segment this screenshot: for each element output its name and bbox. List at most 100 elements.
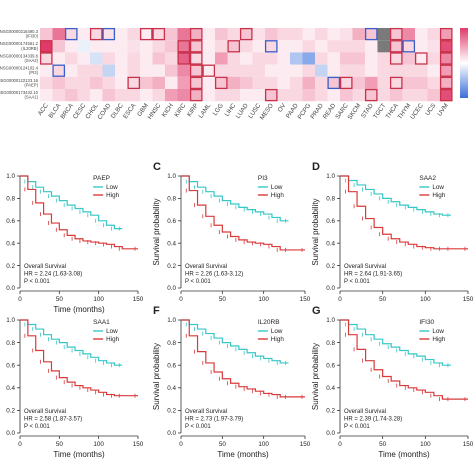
heatmap-cell [52, 52, 65, 65]
heatmap-significant-box [389, 27, 403, 41]
p-value: P < 0.001 [185, 424, 211, 430]
heatmap-cell [190, 64, 203, 77]
heatmap-cell [427, 52, 440, 65]
heatmap-cell [152, 76, 165, 89]
heatmap-cell [302, 28, 315, 41]
x-tick-label: 50 [379, 441, 387, 448]
heatmap-cell [240, 40, 253, 53]
heatmap-cell [177, 40, 190, 53]
heatmap-cell [340, 89, 353, 102]
legend-title: PAEP [93, 175, 110, 182]
hazard-ratio: HR = 2.64 (1.91-3.65) [344, 272, 402, 278]
legend-label-low: Low [106, 184, 118, 191]
hazard-ratio: HR = 2.26 (1.63-3.12) [185, 272, 243, 278]
y-axis-label: Survival probability [152, 198, 161, 265]
heatmap-cell [327, 64, 340, 77]
heatmap-cell [302, 40, 315, 53]
heatmap-column-label: MESO [259, 102, 275, 121]
heatmap-cell [265, 52, 278, 65]
heatmap-cell [352, 64, 365, 77]
heatmap-cell [277, 64, 290, 77]
y-tick-label: 0.4 [326, 240, 335, 247]
km-panels: 0.0 0.2 0.4 0.6 0.8 1.0 0 50 100 150 Time (months)… [6, 161, 474, 459]
heatmap-cell [140, 40, 153, 53]
heatmap-significant-box [389, 52, 403, 65]
survival-curve-high [340, 175, 468, 250]
legend-title: SAA1 [93, 319, 110, 326]
heatmap-cell [65, 52, 78, 65]
heatmap-cell [90, 76, 103, 89]
heatmap-column-label: SKCM [346, 102, 362, 121]
heatmap-row-label: ENSG00000124102.4 (PI3) [0, 66, 39, 76]
y-tick-label: 1.0 [6, 317, 15, 324]
heatmap-cell [315, 40, 328, 53]
legend-label-low: Low [432, 328, 444, 335]
heatmap-cell [77, 28, 90, 41]
heatmap-cell [115, 76, 128, 89]
heatmap-column-label: UCEC [409, 102, 425, 121]
heatmap-significant-box [39, 52, 53, 65]
x-tick-label: 100 [93, 296, 104, 303]
y-tick-label: 0.2 [167, 263, 176, 270]
km-panel-paep: 0.0 0.2 0.4 0.6 0.8 1.0 0 50 100 150 Time (months)… [6, 173, 144, 314]
heatmap-row-label-line: (IL20RB) [21, 46, 38, 51]
p-value: P < 0.001 [185, 279, 211, 285]
heatmap-cell [40, 52, 53, 65]
heatmap-cell [265, 40, 278, 53]
heatmap-cell [365, 52, 378, 65]
heatmap-cell [52, 40, 65, 53]
heatmap-cell [102, 40, 115, 53]
heatmap-cell [390, 40, 403, 53]
legend-label-high: High [271, 336, 284, 343]
heatmap-cell [402, 28, 415, 41]
hazard-ratio: HR = 2.58 (1.87-3.57) [24, 417, 82, 423]
x-tick-label: 50 [56, 441, 64, 448]
heatmap-cell [77, 40, 90, 53]
heatmap-column-label: LGG [212, 102, 225, 117]
y-tick-label: 0.0 [167, 430, 176, 437]
heatmap-significant-box [214, 76, 228, 90]
heatmap-cell [290, 89, 303, 102]
heatmap-cell [290, 52, 303, 65]
heatmap-cell [377, 76, 390, 89]
heatmap-cell [440, 89, 453, 102]
heatmap-cell [177, 64, 190, 77]
heatmap-significant-box [202, 64, 216, 77]
heatmap-cell [240, 89, 253, 102]
survival-curve-low [20, 319, 123, 366]
heatmap-cell [202, 52, 215, 65]
heatmap-significant-box [189, 64, 203, 77]
heatmap-cell [165, 64, 178, 77]
heatmap-cell [415, 76, 428, 89]
y-tick-label: 1.0 [6, 173, 15, 180]
heatmap-cell [315, 28, 328, 41]
heatmap-cell [202, 76, 215, 89]
heatmap-row-label-line: ENSG00000124102.4 [0, 66, 39, 71]
heatmap-cell [340, 76, 353, 89]
heatmap-significant-box [177, 52, 191, 65]
stats-title: Overall Survival [344, 409, 386, 415]
y-tick-label: 1.0 [167, 317, 176, 324]
heatmap-cell [102, 76, 115, 89]
legend-title: PI3 [258, 175, 268, 182]
y-axis-label: Survival probability [311, 343, 320, 410]
heatmap-cell [40, 64, 53, 77]
p-value: P < 0.001 [344, 424, 370, 430]
heatmap-cell [127, 52, 140, 65]
heatmap-cell [115, 89, 128, 102]
heatmap-row-label-line: (IFI30) [26, 34, 39, 39]
heatmap-significant-box [239, 27, 253, 41]
x-tick-label: 50 [219, 296, 227, 303]
heatmap-cell [302, 76, 315, 89]
survival-curve-high [20, 319, 138, 397]
heatmap-cell [65, 28, 78, 41]
heatmap-cell [402, 52, 415, 65]
heatmap-cell [177, 52, 190, 65]
heatmap-cell [40, 89, 53, 102]
x-axis-label: Time (months) [53, 305, 105, 314]
heatmap-cell [140, 28, 153, 41]
hazard-ratio: HR = 2.39 (1.74-3.28) [344, 417, 402, 423]
heatmap-cell [102, 64, 115, 77]
survival-curve-low [340, 175, 451, 216]
y-tick-label: 0.0 [326, 430, 335, 437]
